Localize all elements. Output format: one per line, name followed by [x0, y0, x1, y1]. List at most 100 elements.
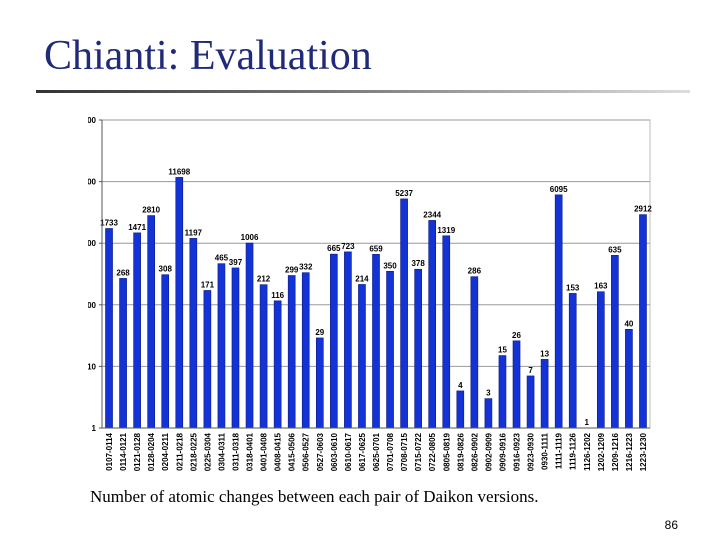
bar [639, 214, 647, 429]
bar [611, 255, 619, 429]
data-label: 163 [594, 282, 608, 291]
data-label: 2912 [634, 205, 652, 214]
bar [133, 232, 141, 429]
x-tick-label: 1126-1202 [583, 432, 592, 470]
x-tick-label: 0107-0114 [105, 432, 114, 470]
data-label: 5237 [395, 189, 413, 198]
x-tick-label: 0715-0722 [414, 432, 423, 471]
x-tick-label: 0610-0617 [344, 432, 353, 471]
bar [526, 375, 535, 429]
x-tick-label: 0408-0415 [274, 432, 283, 471]
data-label: 4 [458, 381, 463, 390]
data-label: 397 [229, 258, 243, 267]
bar [372, 254, 380, 429]
x-tick-label: 0701-0708 [386, 432, 395, 471]
x-tick-label: 0902-0909 [484, 432, 493, 471]
data-label: 6095 [550, 185, 568, 194]
data-label: 286 [468, 267, 482, 276]
bar [568, 293, 577, 429]
x-tick-label: 1119-1126 [569, 432, 578, 469]
data-label: 1319 [437, 226, 455, 235]
bar [512, 340, 521, 429]
data-label: 1733 [100, 218, 118, 227]
bar [540, 359, 549, 429]
data-label: 116 [271, 291, 284, 300]
x-tick-label: 0128-0204 [147, 432, 156, 471]
data-label: 29 [315, 328, 324, 337]
bar [315, 337, 324, 429]
bar [400, 198, 408, 429]
x-tick-label: 0527-0603 [316, 432, 325, 471]
data-label: 1471 [128, 223, 146, 232]
bar [414, 268, 422, 429]
data-label: 635 [608, 245, 622, 254]
x-tick-label: 1216-1223 [625, 432, 634, 471]
x-tick-label: 0311-0318 [231, 432, 240, 470]
x-tick-label: 0318-0401 [246, 432, 255, 471]
bar [287, 275, 296, 429]
bar [358, 284, 366, 429]
x-tick-label: 0121-0128 [133, 432, 142, 471]
bar [330, 253, 338, 429]
bar [442, 235, 451, 429]
chart-caption: Number of atomic changes between each pa… [90, 487, 539, 506]
data-label: 268 [116, 268, 130, 277]
bar [147, 215, 155, 429]
x-tick-label: 0909-0916 [498, 432, 507, 471]
data-label: 171 [201, 280, 215, 289]
x-tick-label: 0211-0218 [175, 432, 184, 470]
x-tick-label: 0625-0701 [372, 432, 381, 471]
data-label: 2810 [142, 206, 160, 215]
data-label: 332 [299, 263, 313, 272]
data-label: 2344 [423, 210, 441, 219]
data-label: 3 [486, 389, 491, 398]
x-tick-label: 0708-0715 [400, 432, 409, 471]
data-label: 153 [566, 283, 580, 292]
data-label: 378 [411, 259, 425, 268]
data-label: 665 [327, 244, 341, 253]
bar [484, 398, 493, 429]
x-tick-label: 0415-0506 [288, 432, 297, 471]
data-label: 465 [215, 254, 229, 263]
x-tick-label: 0916-0923 [513, 432, 522, 471]
data-label: 7 [528, 366, 533, 375]
bar [554, 194, 563, 429]
x-tick-label: 1111-1119 [555, 432, 564, 469]
x-tick-label: 0204-0211 [161, 432, 170, 470]
data-label: 1 [585, 418, 590, 427]
x-tick-label: 0603-0610 [330, 432, 339, 471]
data-label: 11698 [168, 167, 190, 176]
data-label: 350 [383, 261, 397, 270]
slide-title: Chianti: Evaluation [44, 33, 372, 79]
data-label: 214 [355, 274, 369, 283]
data-label: 299 [285, 265, 299, 274]
bar [344, 251, 352, 429]
bar [273, 300, 282, 429]
bar [231, 267, 240, 429]
bar [470, 276, 479, 429]
x-tick-label: 0819-0826 [456, 432, 465, 471]
data-label: 1006 [241, 233, 259, 242]
data-label: 308 [159, 265, 173, 274]
data-label: 26 [512, 331, 521, 340]
bar [301, 272, 310, 429]
data-label: 212 [257, 275, 271, 284]
bar [456, 390, 465, 429]
bar [245, 242, 254, 429]
bar [386, 270, 394, 429]
y-tick-label: 1 [92, 424, 97, 433]
bar [161, 274, 170, 429]
x-tick-label: 0930-1111 [541, 432, 550, 469]
data-label: 1197 [185, 228, 203, 237]
x-tick-label: 1202-1209 [597, 432, 606, 471]
x-tick-label: 0401-0408 [260, 432, 269, 471]
bar [105, 228, 113, 429]
x-tick-label: 1223-1230 [639, 432, 648, 471]
x-tick-label: 0805-0819 [442, 432, 451, 471]
bar [259, 284, 268, 429]
bar [217, 263, 226, 429]
x-tick-label: 0225-0304 [203, 432, 212, 471]
bar [597, 291, 605, 429]
